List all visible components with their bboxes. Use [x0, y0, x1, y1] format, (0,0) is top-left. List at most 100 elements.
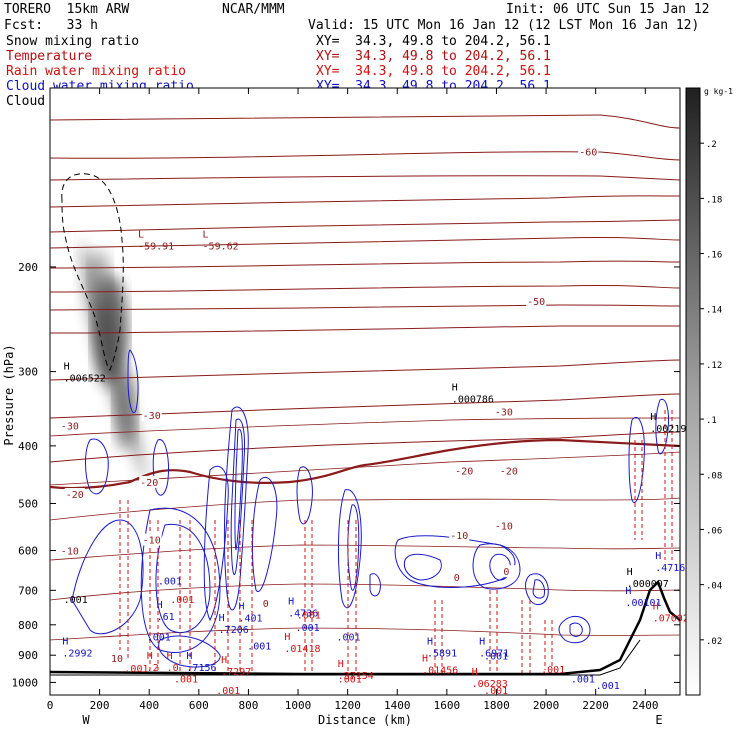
x-tick-label: 1000 [285, 699, 312, 712]
temperature-contour-label: -20 [140, 478, 158, 489]
legend-label: Rain water mixing ratio [6, 64, 187, 79]
temperature-contour-label: -10 [450, 531, 468, 542]
contour-value-label: .001 [124, 664, 148, 675]
extremum-marker: H [625, 586, 631, 597]
y-tick-label: 900 [18, 649, 38, 662]
model-title: TORERO 15km ARW [4, 2, 130, 17]
x-tick-label: 800 [238, 699, 258, 712]
legend-label: Temperature [6, 49, 93, 64]
extremum-value: .5891 [427, 648, 457, 659]
extremum-value: .37154 [338, 671, 374, 682]
temperature-contour-label: 0 [263, 599, 269, 610]
contour-label-bg [578, 145, 599, 158]
extremum-marker: H [288, 596, 294, 607]
temperature-contour-label: 0 [454, 573, 460, 584]
temperature-contours [50, 114, 680, 641]
contour-value-label: .001 [596, 681, 620, 692]
y-tick-label: 400 [18, 440, 38, 453]
valid-time: Valid: 15 UTC Mon 16 Jan 12 (12 LST Mon … [308, 18, 700, 33]
extremum-value: .002196 [650, 424, 692, 435]
y-tick-label: 800 [18, 619, 38, 632]
x-tick-label: 0 [47, 699, 54, 712]
org-label: NCAR/MMM [222, 2, 285, 17]
extremum-marker: H [239, 602, 245, 613]
temperature-contour-label: -60 [579, 148, 597, 159]
extremum-marker: H [219, 613, 225, 624]
annotations: -60 -50 -30 -30 -30 -20 -20 -20 -20 -10 -10 -10 -10 0… [59, 145, 692, 697]
cloud-water-contours [71, 349, 669, 668]
contour-value-label: .001 [571, 674, 595, 685]
contour-label-bg [498, 464, 519, 477]
y-axis-title: Pressure (hPa) [2, 344, 16, 445]
extremum-marker: H [655, 551, 661, 562]
contour-label-bg [526, 294, 547, 307]
colorbar: .02 .04 .06 .08 .1 .12 .14 .16 .18 .2 g kg-1 [685, 87, 733, 696]
colorbar-tick-label: .2 [706, 140, 717, 150]
contour-value-label: .001 [484, 686, 508, 697]
temperature-contour-label: -10 [61, 547, 79, 558]
extremum-value: .000786 [452, 394, 494, 405]
extremum-marker: H [338, 659, 344, 670]
forecast-hour: Fcst: 33 h [4, 18, 98, 33]
contour-label-bg [64, 488, 85, 501]
y-tick-label: 500 [18, 497, 38, 510]
extremum-marker: H [472, 667, 478, 678]
extremum-marker: H [157, 600, 163, 611]
extremum-marker: H [650, 412, 656, 423]
temperature-contour-label: -20 [500, 466, 518, 477]
x-tick-label: 600 [189, 699, 209, 712]
x-tick-label: 200 [90, 699, 110, 712]
contour-label-bg [446, 571, 467, 584]
extremum-marker: H [422, 654, 428, 665]
contour-value-label: .001 [174, 674, 198, 685]
init-time: Init: 06 UTC Sun 15 Jan 12 [506, 2, 710, 17]
extremum-marker: H [167, 651, 173, 662]
temperature-contour-label: 10 [111, 654, 123, 665]
extremum-value: .7297 [221, 667, 251, 678]
contour-value-label: .001 [541, 665, 565, 676]
colorbar-unit: g kg-1 [704, 87, 733, 96]
legend-label: Snow mixing ratio [6, 34, 140, 49]
y-tick-label: 300 [18, 366, 38, 379]
contour-value-label: .001 [484, 651, 508, 662]
x-tick-label: 1400 [384, 699, 411, 712]
temperature-contour-label: -30 [143, 411, 161, 422]
colorbar-tick-label: .02 [706, 637, 722, 647]
x-right-end-label: E [655, 713, 662, 727]
temperature-contour-label: -10 [495, 522, 513, 533]
extremum-value: .006522 [64, 374, 106, 385]
extremum-marker: H [284, 632, 290, 643]
contour-value-label: .001 [336, 632, 360, 643]
y-tick-label: 600 [18, 545, 38, 558]
legend-xy: XY= 34.3, 49.8 to 204.2, 56.1 [316, 34, 551, 49]
colorbar-tick-label: .06 [706, 526, 722, 536]
x-axis-title: Distance (km) [318, 713, 412, 727]
contour-label-bg [496, 565, 517, 578]
x-tick-label: 400 [139, 699, 159, 712]
extremum-marker: H [186, 651, 192, 662]
extremum-value: -59.62 [203, 242, 239, 253]
contour-value-label: .001 [338, 674, 362, 685]
legend-xy: XY= 34.3, 49.8 to 204.2, 56.1 [316, 64, 551, 79]
contour-value-label: .001 [297, 610, 321, 621]
x-tick-label: 1200 [334, 699, 361, 712]
extremum-value: .6971 [479, 648, 509, 659]
extremum-marker: H [427, 636, 433, 647]
y-tick-label: 200 [18, 261, 38, 274]
extremum-marker: H [479, 636, 485, 647]
extremum-value: .4736 [288, 608, 318, 619]
contour-label-bg [59, 544, 80, 557]
contour-value-label: .001 [170, 595, 194, 606]
extremum-marker: H [62, 636, 68, 647]
y-tick-label: 1000 [12, 676, 39, 689]
extremum-value: .2992 [62, 648, 92, 659]
contour-label-bg [59, 419, 80, 432]
contour-value-label: .001 [216, 686, 240, 697]
temperature-contour-label: -20 [455, 466, 473, 477]
colorbar-tick-label: .14 [706, 306, 722, 316]
extremum-marker: H [653, 602, 659, 613]
temperature-contour-label: -30 [61, 422, 79, 433]
extremum-marker: L [138, 230, 144, 241]
terrain-base [50, 639, 641, 676]
